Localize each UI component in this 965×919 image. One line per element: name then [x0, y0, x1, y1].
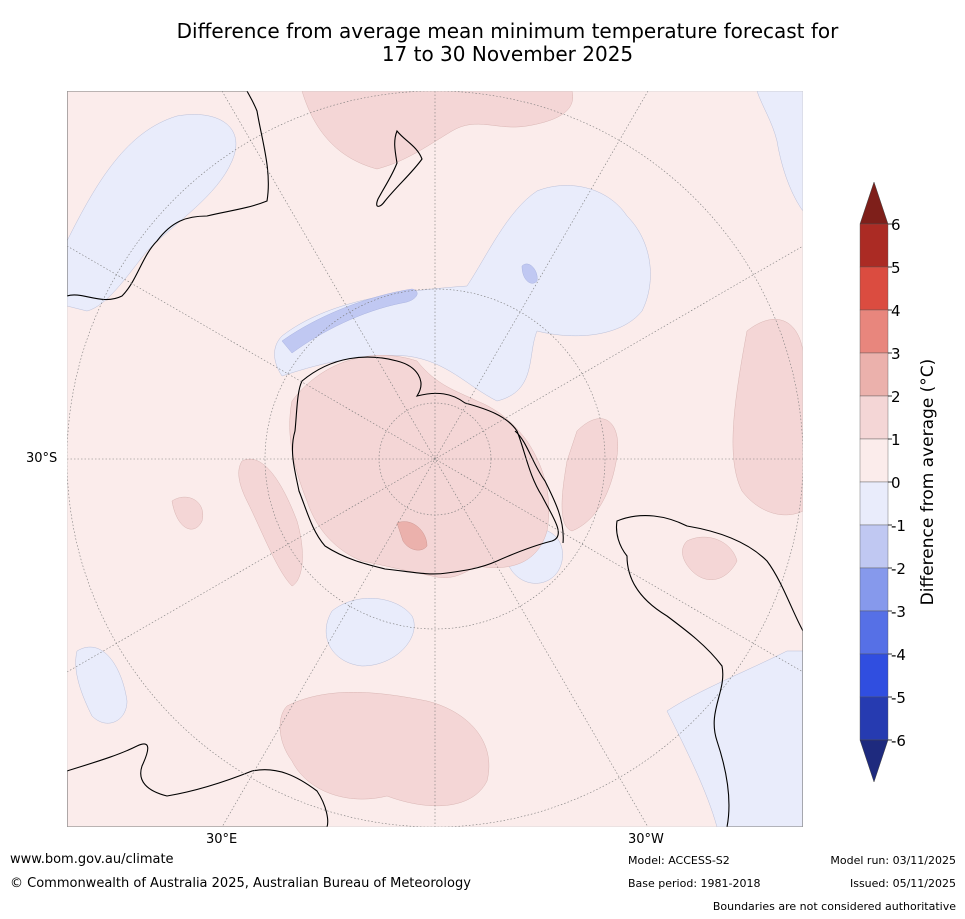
warm-anomaly-region-tasman	[301, 91, 574, 170]
colorbar-tick-label: 4	[891, 302, 901, 320]
colorbar-bin	[859, 567, 889, 612]
colorbar-bin	[859, 352, 889, 397]
boundaries-disclaimer: Boundaries are not considered authoritat…	[712, 900, 956, 913]
colorbar-title: Difference from average (°C)	[918, 358, 938, 606]
colorbar-bin	[859, 481, 889, 526]
title-line-2: 17 to 30 November 2025	[381, 42, 634, 66]
longitude-label-30e: 30°E	[206, 832, 238, 847]
cool-anomaly-region-south-america	[666, 650, 803, 827]
colorbar-bin	[859, 696, 889, 741]
colorbar-tick-label: -1	[891, 517, 906, 535]
colorbar-tick-label: 5	[891, 259, 901, 277]
new-zealand-coastline	[376, 129, 423, 207]
polar-map	[67, 91, 803, 827]
warm-anomaly-region-west	[171, 496, 204, 530]
south-america-coastline	[615, 515, 803, 827]
website-url: www.bom.gov.au/climate	[10, 852, 174, 867]
colorbar-bin	[859, 309, 889, 354]
cool-anomaly-band-ross-sea	[281, 288, 418, 354]
colorbar-bin	[859, 266, 889, 311]
copyright-notice: © Commonwealth of Australia 2025, Austra…	[10, 876, 471, 891]
colorbar-tick-label: 0	[891, 474, 901, 492]
colorbar-bin	[859, 395, 889, 440]
colorbar-tick-label: -6	[891, 732, 906, 750]
latitude-label-30s: 30°S	[26, 451, 58, 466]
colorbar-tick-label: -3	[891, 603, 906, 621]
cool-anomaly-region-indian-ocean	[67, 114, 237, 312]
antarctica-coastline	[291, 356, 559, 575]
warm-anomaly-region-indian-streak	[238, 458, 303, 587]
colorbar-bin	[859, 524, 889, 569]
cool-anomaly-region-southern-ocean	[325, 598, 415, 667]
model-name: Model: ACCESS-S2	[628, 854, 730, 867]
cool-anomaly-region-southwest	[75, 646, 128, 724]
colorbar-bin	[859, 438, 889, 483]
longitude-label-30w: 30°W	[628, 832, 664, 847]
model-run-date: Model run: 03/11/2025	[830, 854, 956, 867]
colorbar-bin	[859, 223, 889, 268]
colorbar-bin	[859, 653, 889, 698]
colorbar-tick-label: 1	[891, 431, 901, 449]
base-period: Base period: 1981-2018	[628, 877, 761, 890]
colorbar-bin	[859, 610, 889, 655]
warm-anomaly-region-antarctica	[289, 355, 550, 578]
warm-anomaly-patch-antarctica	[396, 521, 428, 551]
warm-anomaly-region-south-atlantic	[561, 418, 619, 532]
warm-anomaly-region-indian-ocean-south	[279, 692, 490, 807]
colorbar-extend-max	[859, 182, 889, 225]
colorbar: 6 5 4 3 2 1 0 -1 -2 -3 -4 -5 -6	[859, 182, 906, 782]
colorbar-tick-label: 2	[891, 388, 901, 406]
cool-anomaly-patch-pacific	[521, 263, 538, 284]
australia-coastline	[67, 91, 269, 301]
chart-title: Difference from average mean minimum tem…	[60, 20, 955, 66]
colorbar-tick-label: -5	[891, 689, 906, 707]
cool-anomaly-region-east-pacific	[756, 91, 803, 212]
antarctic-peninsula-coastline	[514, 430, 564, 544]
colorbar-tick-label: -4	[891, 646, 906, 664]
colorbar-tick-label: -2	[891, 560, 906, 578]
africa-coastline	[67, 743, 329, 827]
colorbar-extend-min	[859, 739, 889, 782]
warm-anomaly-region-east	[732, 319, 803, 516]
title-line-1: Difference from average mean minimum tem…	[176, 19, 839, 43]
issued-date: Issued: 05/11/2025	[849, 877, 956, 890]
graticule	[67, 91, 803, 827]
warm-anomaly-region-chile	[682, 536, 738, 580]
colorbar-tick-label: 6	[891, 216, 901, 234]
colorbar-tick-label: 3	[891, 345, 901, 363]
